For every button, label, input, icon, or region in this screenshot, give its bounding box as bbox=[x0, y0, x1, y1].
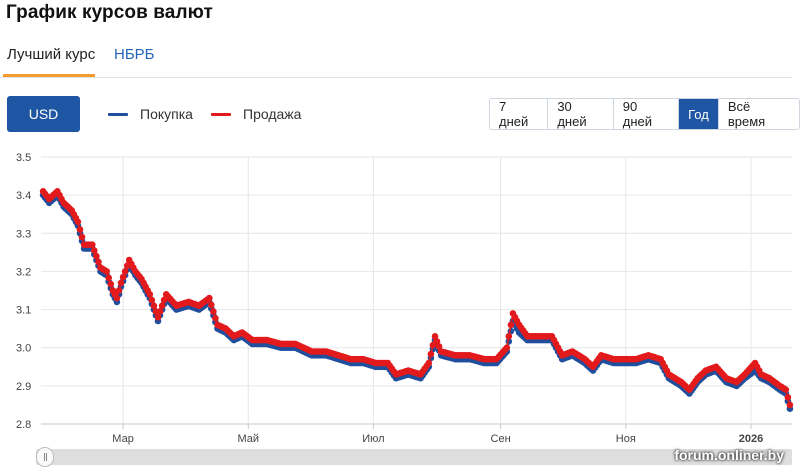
x-tick-label: Июл bbox=[362, 433, 384, 445]
legend-item-sell[interactable]: Продажа bbox=[211, 106, 301, 122]
series-point-sell bbox=[425, 359, 433, 367]
y-tick-label: 2.8 bbox=[16, 419, 31, 431]
series-point-sell bbox=[105, 274, 112, 282]
x-tick-label: Ноя bbox=[616, 433, 636, 445]
exchange-rate-chart[interactable]: 3.5 3.4 3.3 3.2 3.1 3.0 2.9 2.8 Мар Май Июл Сен Ноя 2… bbox=[0, 145, 800, 445]
series-point-sell bbox=[91, 247, 98, 254]
y-tick-label: 3.2 bbox=[16, 266, 31, 278]
period-button-7-days[interactable]: 7 дней bbox=[490, 99, 549, 129]
navigator-handle-left[interactable] bbox=[36, 447, 54, 467]
series-point-sell bbox=[117, 279, 125, 287]
series-point-sell bbox=[103, 268, 110, 275]
series-point-sell bbox=[89, 241, 96, 248]
tab-best-rate[interactable]: Лучший курс bbox=[7, 46, 96, 63]
y-tick-label: 3.5 bbox=[16, 152, 31, 164]
period-button-year[interactable]: Год bbox=[679, 99, 719, 129]
series-point-sell bbox=[74, 218, 82, 226]
legend-item-buy[interactable]: Покупка bbox=[108, 106, 193, 122]
series-point-sell bbox=[206, 294, 213, 302]
series-point-sell bbox=[784, 394, 792, 401]
series-point-sell bbox=[115, 287, 123, 294]
series-point-sell bbox=[146, 291, 154, 298]
series-point-sell bbox=[507, 321, 515, 329]
legend-label-sell: Продажа bbox=[243, 106, 302, 122]
x-tick-label: 2026 bbox=[739, 433, 763, 445]
series-point-sell bbox=[210, 308, 217, 315]
legend-swatch-buy bbox=[108, 112, 128, 116]
x-tick-label: Сен bbox=[491, 433, 511, 445]
series-point-sell bbox=[503, 344, 511, 351]
y-tick-label: 2.9 bbox=[16, 381, 31, 393]
period-selector: 7 дней 30 дней 90 дней Год Всё время bbox=[489, 98, 800, 130]
rate-source-tabs: Лучший курс НБРБ bbox=[0, 38, 792, 78]
x-tick-label: Мар bbox=[112, 433, 134, 445]
series-point-sell bbox=[119, 273, 127, 281]
series-point-sell bbox=[782, 386, 790, 393]
tab-nbrb[interactable]: НБРБ bbox=[114, 46, 155, 63]
period-button-all-time[interactable]: Всё время bbox=[718, 99, 799, 129]
page-title: График курсов валют bbox=[6, 2, 213, 23]
legend-label-buy: Покупка bbox=[140, 106, 193, 122]
series-point-sell bbox=[148, 296, 156, 304]
series-point-sell bbox=[121, 268, 129, 275]
period-button-30-days[interactable]: 30 дней bbox=[548, 99, 614, 129]
legend-swatch-sell bbox=[211, 112, 231, 116]
series-point-sell bbox=[93, 252, 100, 260]
y-tick-label: 3.3 bbox=[16, 228, 31, 240]
series-point-sell bbox=[433, 338, 441, 345]
series-point-sell bbox=[78, 233, 86, 241]
series-point-sell bbox=[107, 280, 115, 288]
series-point-sell bbox=[95, 258, 102, 266]
y-tick-label: 3.4 bbox=[16, 190, 31, 202]
y-tick-label: 3.0 bbox=[16, 343, 31, 355]
series-point-sell bbox=[208, 301, 215, 309]
series-point-sell bbox=[505, 333, 513, 340]
watermark: forum.onliner.by bbox=[674, 447, 784, 463]
series-point-sell bbox=[212, 314, 219, 322]
active-tab-indicator bbox=[3, 74, 95, 77]
x-tick-label: Май bbox=[237, 433, 259, 445]
chart-navigator-scrollbar[interactable] bbox=[36, 449, 792, 465]
series-point-sell bbox=[786, 401, 794, 409]
series-point-sell bbox=[435, 343, 443, 350]
series-point-sell bbox=[76, 226, 84, 233]
series-point-sell bbox=[431, 333, 439, 340]
currency-select-button[interactable]: USD bbox=[7, 96, 80, 132]
y-tick-label: 3.1 bbox=[16, 305, 31, 317]
series-point-sell bbox=[427, 350, 435, 358]
series-point-sell bbox=[156, 308, 164, 315]
series-point-sell bbox=[150, 302, 158, 310]
series-point-sell bbox=[113, 294, 121, 302]
period-button-90-days[interactable]: 90 дней bbox=[613, 99, 680, 129]
series-point-sell bbox=[154, 313, 162, 321]
series-point-sell bbox=[158, 302, 166, 310]
